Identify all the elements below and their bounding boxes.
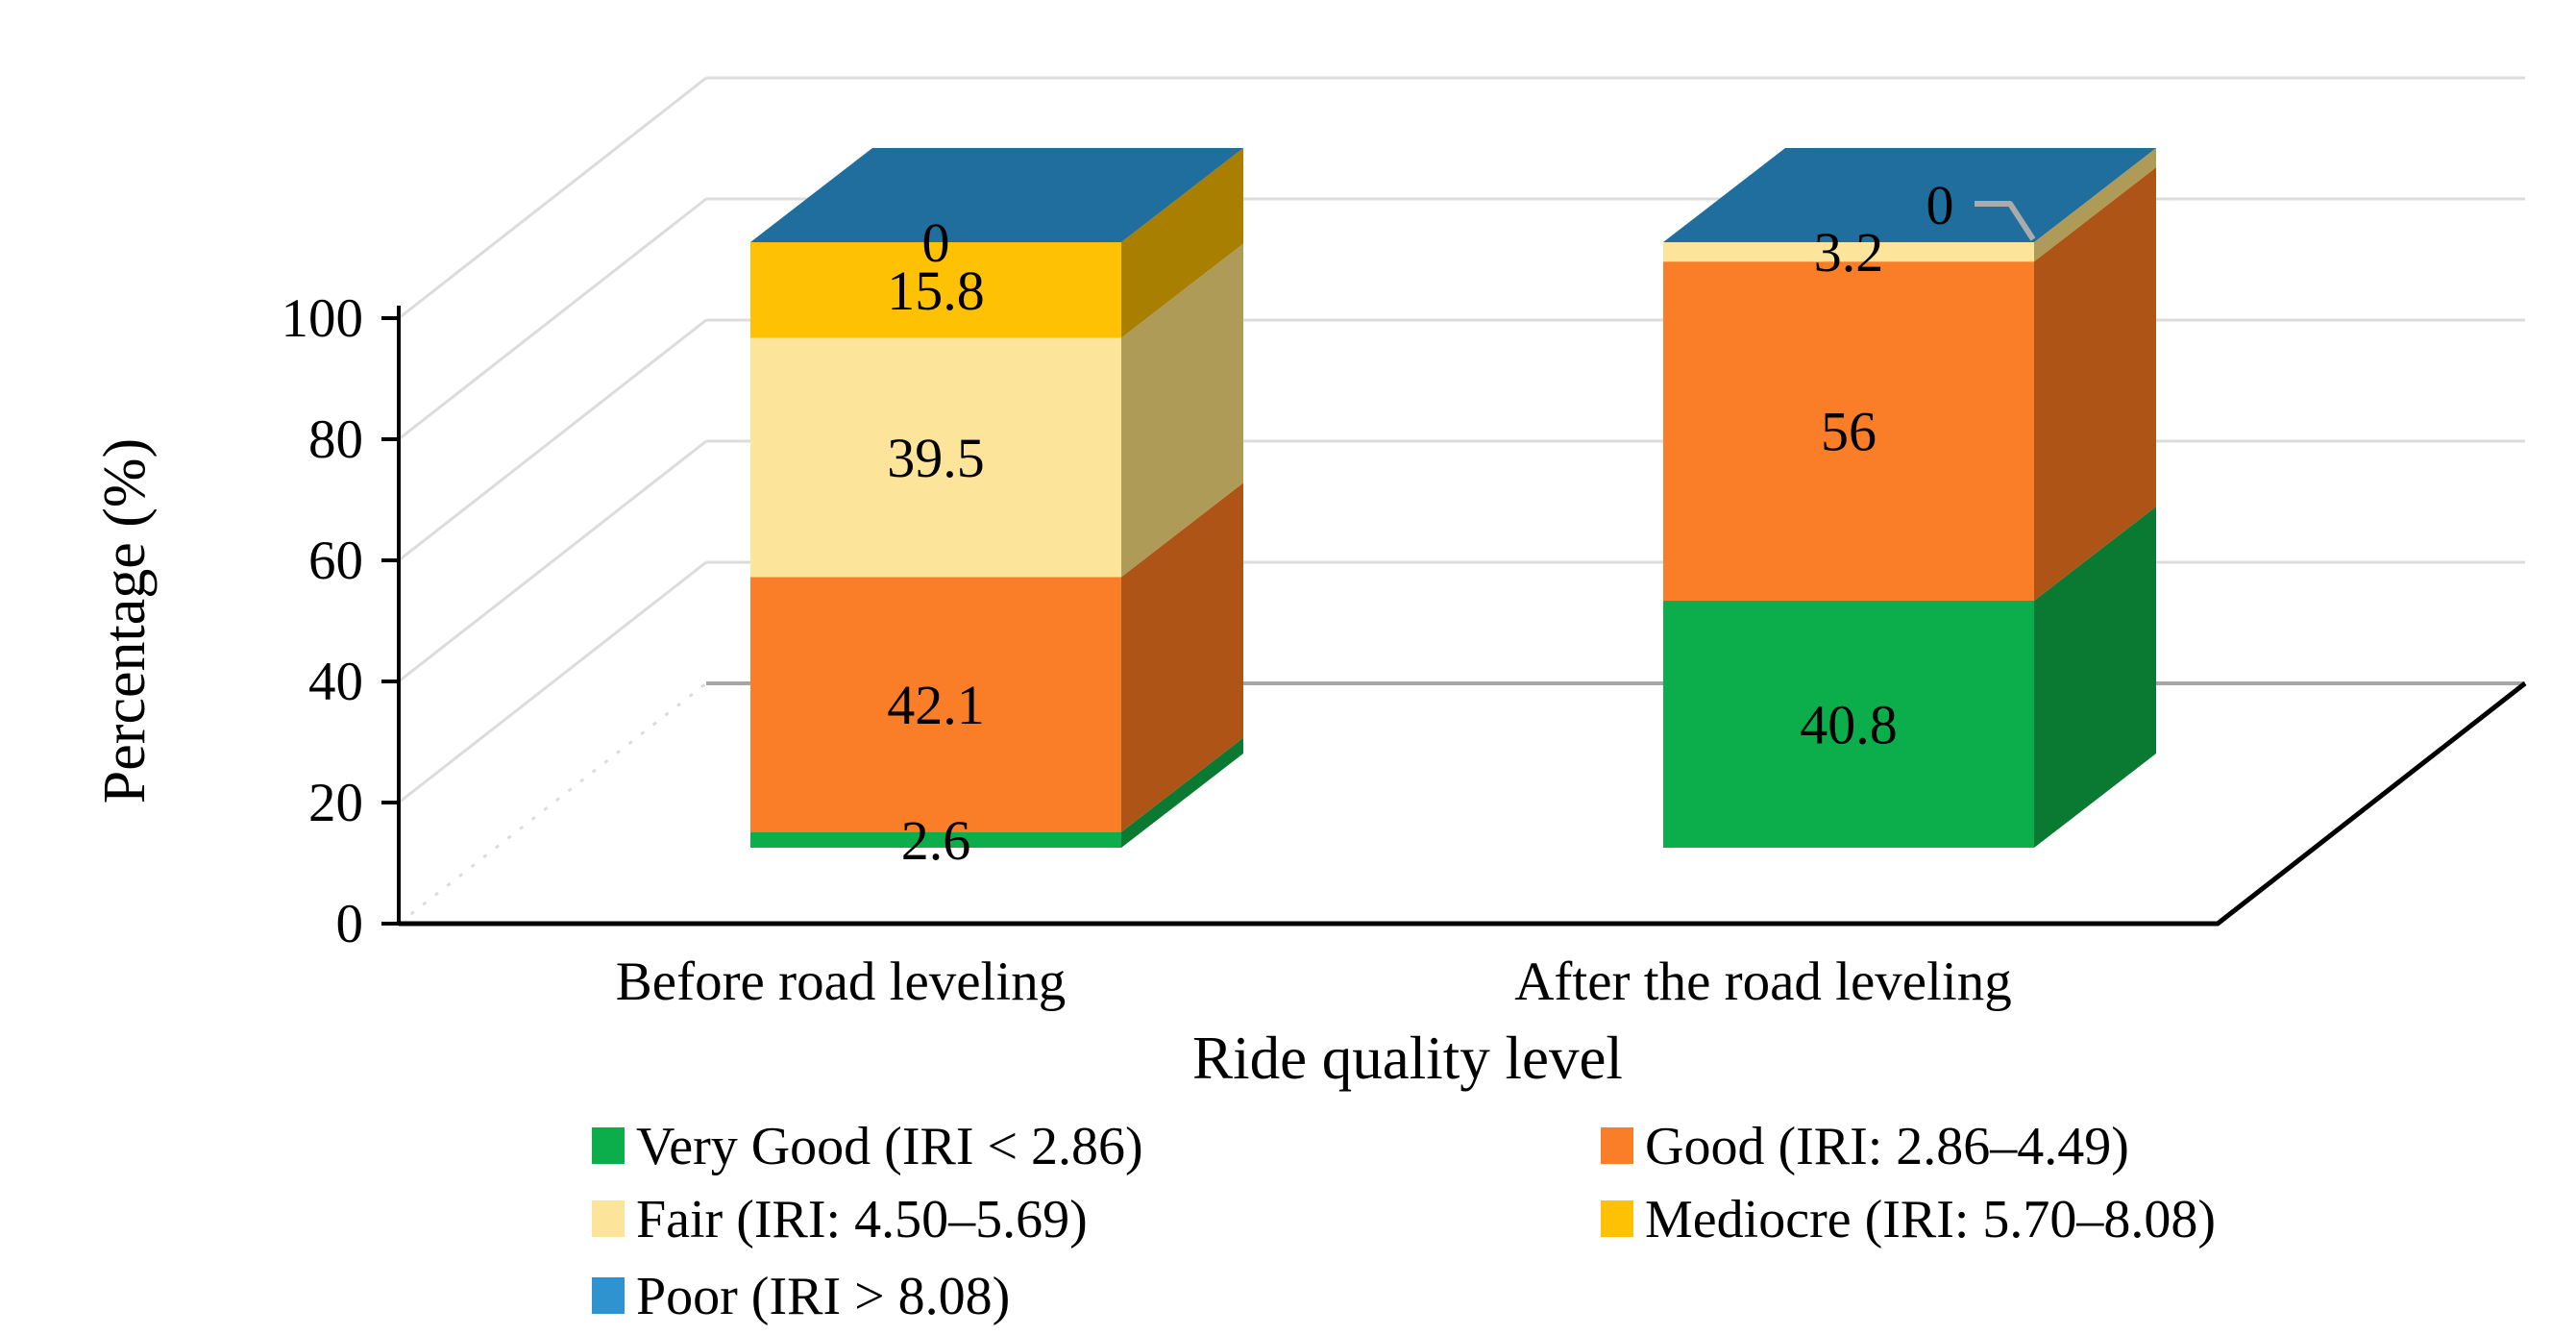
bar-segment-side — [2034, 148, 2156, 262]
legend-swatch — [1601, 1127, 1633, 1164]
gridline-left-wall — [398, 197, 707, 441]
y-axis-tick-label: 100 — [282, 288, 364, 349]
bar-segment-front — [1663, 261, 2034, 601]
bar-segment-front — [750, 337, 1121, 578]
y-axis-tick-label: 80 — [308, 409, 363, 470]
category-label: Before road leveling — [616, 952, 1066, 1012]
bar-top-face — [1663, 148, 2156, 242]
gridline-left-wall — [398, 439, 707, 683]
segment-data-label: 0 — [922, 211, 950, 274]
floor-edge — [399, 681, 2527, 927]
y-axis-tick-label: 0 — [336, 894, 364, 954]
gridline-left-wall — [398, 318, 707, 562]
segment-data-label: 15.8 — [887, 260, 985, 322]
legend-label: Poor (IRI > 8.08) — [636, 1267, 1010, 1326]
y-axis-title: Percentage (%) — [92, 438, 158, 803]
bar-segment-side — [1121, 482, 1243, 832]
segment-data-label: 2.6 — [901, 809, 971, 872]
bar-top-face — [750, 148, 1243, 242]
y-axis-tick-label: 60 — [308, 531, 363, 591]
legend-swatch — [1601, 1200, 1633, 1237]
y-axis-tick-label: 40 — [308, 652, 363, 712]
gridline-left-wall — [398, 76, 707, 320]
gridline-left-wall — [398, 681, 707, 926]
bar-segment-side — [1121, 737, 1243, 848]
legend-label: Fair (IRI: 4.50–5.69) — [636, 1190, 1088, 1249]
bar-segment-side — [2034, 506, 2156, 848]
legend-label: Good (IRI: 2.86–4.49) — [1645, 1117, 2129, 1176]
category-label: After the road leveling — [1514, 952, 2012, 1012]
segment-data-label: 42.1 — [887, 674, 985, 736]
segment-data-label: 0 — [1926, 174, 1954, 236]
y-axis-tick-label: 20 — [308, 773, 363, 833]
legend-label: Very Good (IRI < 2.86) — [636, 1117, 1143, 1176]
segment-data-label: 39.5 — [887, 427, 985, 489]
legend-swatch — [592, 1127, 625, 1164]
bar-segment-front — [750, 831, 1121, 848]
bar-segment-front — [750, 577, 1121, 832]
segment-data-label: 3.2 — [1814, 221, 1884, 284]
x-axis-title: Ride quality level — [1192, 1025, 1623, 1092]
legend-label: Mediocre (IRI: 5.70–8.08) — [1645, 1190, 2216, 1249]
bar-segment-front — [1663, 600, 2034, 848]
gridline-left-wall — [398, 560, 707, 804]
bar-segment-side — [2034, 167, 2156, 601]
segment-data-label: 56 — [1821, 401, 1877, 463]
segment-data-label: 40.8 — [1800, 693, 1898, 755]
bar-segment-side — [1121, 148, 1243, 338]
bar-segment-side — [1121, 243, 1243, 578]
bar-segment-front — [750, 242, 1121, 338]
legend-swatch — [592, 1200, 625, 1237]
bar-segment-front — [1663, 242, 2034, 262]
legend-swatch — [592, 1277, 625, 1314]
zero-callout-leader — [1975, 201, 2036, 241]
